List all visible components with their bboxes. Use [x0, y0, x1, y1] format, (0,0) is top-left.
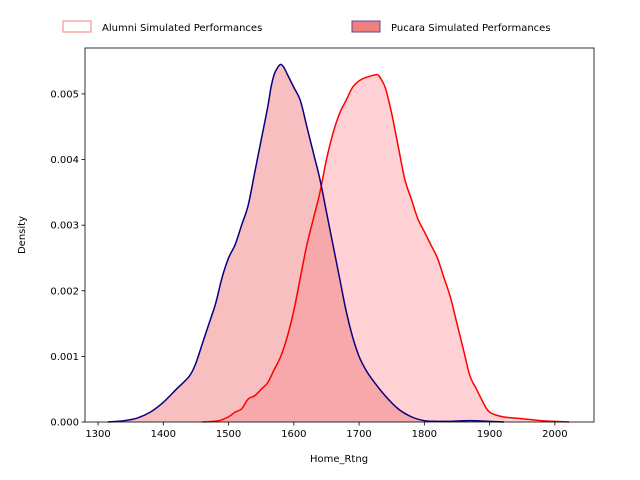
density-line-series-1 [107, 63, 504, 423]
density-line-series-0 [202, 73, 570, 423]
density-fill-series-1 [107, 64, 504, 423]
x-tick-label: 1600 [281, 429, 306, 440]
axes-frame [84, 47, 595, 423]
y-axis: 0.000 0.001 0.002 0.003 0.004 0.005 [50, 89, 85, 429]
x-axis: 1300 1400 1500 1600 1700 1800 1900 2000 [85, 422, 568, 440]
density-fills [107, 64, 570, 423]
x-tick-label: 1300 [85, 429, 110, 440]
x-tick-label: 1500 [216, 429, 241, 440]
x-tick-label: 1400 [151, 429, 176, 440]
x-tick-label: 1700 [346, 429, 371, 440]
plot-area [84, 47, 595, 423]
y-tick-label: 0.001 [50, 352, 79, 363]
x-tick-label: 1800 [412, 429, 437, 440]
legend-label-pucara: Pucara Simulated Performances [391, 23, 551, 34]
y-tick-label: 0.002 [50, 286, 79, 297]
y-tick-label: 0.000 [50, 418, 79, 429]
legend: Alumni Simulated Performances Pucara Sim… [62, 20, 551, 34]
x-tick-label: 2000 [542, 429, 567, 440]
y-tick-label: 0.004 [50, 155, 79, 166]
y-axis-label: Density [17, 216, 28, 254]
legend-label-alumni: Alumni Simulated Performances [102, 23, 262, 34]
x-axis-label: Home_Rtng [310, 454, 368, 465]
legend-swatch-pucara [351, 20, 381, 33]
density-lines [107, 63, 570, 423]
x-tick-label: 1900 [477, 429, 502, 440]
legend-swatch-alumni [62, 20, 92, 33]
y-tick-label: 0.005 [50, 89, 79, 100]
y-tick-label: 0.003 [50, 221, 79, 232]
